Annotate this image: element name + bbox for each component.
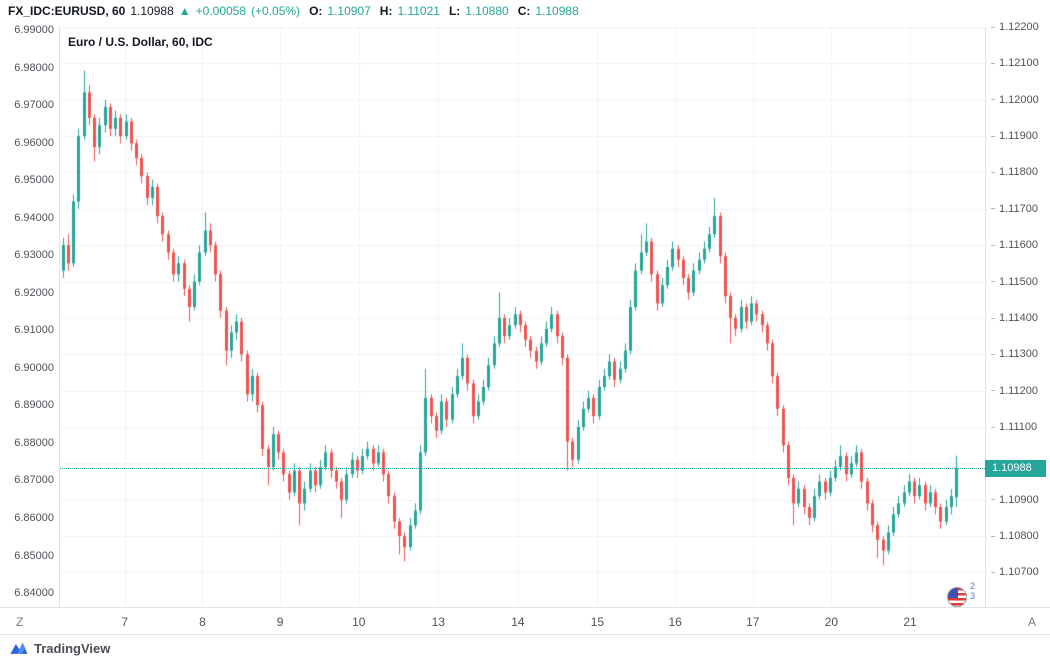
low-label: L:	[448, 4, 461, 18]
left-axis-label: 6.98000	[14, 61, 54, 74]
last-price-label[interactable]: 1.10988	[985, 460, 1046, 477]
time-axis-label: 17	[746, 615, 760, 629]
tradingview-logo-link[interactable]: TradingView	[10, 641, 110, 656]
left-axis-separator-line	[59, 27, 60, 607]
time-axis-label: 21	[903, 615, 917, 629]
last-price: 1.10988	[130, 4, 174, 18]
left-price-axis[interactable]: 6.84000 6.85000 6.86000 6.87000 6.88000 6.890…	[0, 22, 60, 607]
left-axis-label: 6.95000	[14, 174, 54, 187]
tradingview-logo-icon	[10, 642, 28, 654]
left-axis-label: 6.91000	[14, 324, 54, 337]
right-axis-label: 1.11500	[991, 276, 1038, 288]
time-axis-label: 7	[121, 615, 129, 629]
high-label: H:	[379, 4, 393, 18]
event-count-badge[interactable]: 2 3	[970, 581, 978, 601]
up-arrow-icon: ▲	[178, 4, 191, 18]
left-axis-label: 6.87000	[14, 474, 54, 487]
time-axis-label: 16	[668, 615, 682, 629]
left-axis-label: 6.85000	[14, 549, 54, 562]
plot-region[interactable]: Euro / U.S. Dollar, 60, IDC 2 3	[60, 27, 985, 607]
symbol-title: FX_IDC:EURUSD, 60	[8, 4, 126, 18]
footer-bar: TradingView	[0, 634, 1050, 661]
last-price-line	[60, 468, 985, 469]
flag-canton	[948, 588, 958, 598]
left-axis-label: 6.86000	[14, 512, 54, 525]
left-axis-label: 6.88000	[14, 436, 54, 449]
right-axis-separator-line	[985, 27, 986, 607]
right-axis-label: 1.12000	[991, 94, 1039, 106]
close-value: 1.10988	[535, 4, 579, 18]
left-axis-label: 6.90000	[14, 361, 54, 374]
candlestick-canvas[interactable]	[60, 27, 985, 607]
right-axis-label: 1.11100	[991, 421, 1037, 433]
low-value: 1.10880	[465, 4, 509, 18]
chart-legend[interactable]: Euro / U.S. Dollar, 60, IDC	[68, 35, 213, 49]
time-axis-label: 14	[511, 615, 525, 629]
left-axis-label: 6.89000	[14, 399, 54, 412]
open-value: 1.10907	[327, 4, 371, 18]
price-change-pct: (+0.05%)	[251, 4, 301, 18]
right-axis-label: 1.10700	[991, 566, 1039, 578]
time-axis-label: 9	[276, 615, 284, 629]
open-label: O:	[309, 4, 323, 18]
right-axis-label: 1.11400	[991, 312, 1038, 324]
time-axis-label: 8	[199, 615, 206, 629]
right-price-axis[interactable]: 1.10988 1.10700 1.10800 1.10900 1.11100 1.11…	[985, 22, 1050, 607]
autoscale-button[interactable]: A	[1027, 615, 1036, 629]
left-axis-label: 6.94000	[14, 211, 54, 224]
price-change-abs: +0.00058	[195, 4, 247, 18]
right-axis-label: 1.11300	[991, 348, 1038, 360]
left-axis-label: 6.97000	[14, 99, 54, 112]
time-axis-label: 13	[431, 615, 445, 629]
time-axis-label: 10	[352, 615, 366, 629]
time-axis-label: 15	[590, 615, 605, 629]
close-label: C:	[517, 4, 531, 18]
right-axis-label: 1.11600	[991, 239, 1038, 251]
timezone-button[interactable]: Z	[16, 615, 24, 629]
right-axis-label: 1.10800	[991, 530, 1039, 542]
right-axis-label: 1.12200	[991, 22, 1039, 33]
symbol-info-bar: FX_IDC:EURUSD, 60 1.10988 ▲ +0.00058 (+0…	[0, 0, 1050, 22]
right-axis-label: 1.12100	[991, 57, 1039, 69]
chart-area: 6.84000 6.85000 6.86000 6.87000 6.88000 6.890…	[0, 22, 1050, 634]
left-axis-label: 6.99000	[14, 24, 54, 36]
left-axis-label: 6.96000	[14, 136, 54, 149]
usd-flag-event-icon[interactable]	[947, 587, 967, 607]
high-value: 1.11021	[397, 4, 440, 18]
right-axis-label: 1.10900	[991, 494, 1039, 506]
right-axis-label: 1.11900	[991, 130, 1038, 142]
left-axis-label: 6.84000	[14, 587, 54, 600]
right-axis-label: 1.11700	[991, 203, 1038, 215]
time-axis-label: 20	[824, 615, 839, 629]
right-axis-label: 1.11800	[991, 166, 1038, 178]
left-axis-label: 6.92000	[14, 286, 54, 299]
brand-name: TradingView	[34, 640, 111, 656]
left-axis-label: 6.93000	[14, 249, 54, 262]
time-axis[interactable]: Z A 7 8 9 10 13 14 15 16 17 20 21	[0, 607, 1050, 635]
right-axis-label: 1.11200	[991, 385, 1038, 397]
